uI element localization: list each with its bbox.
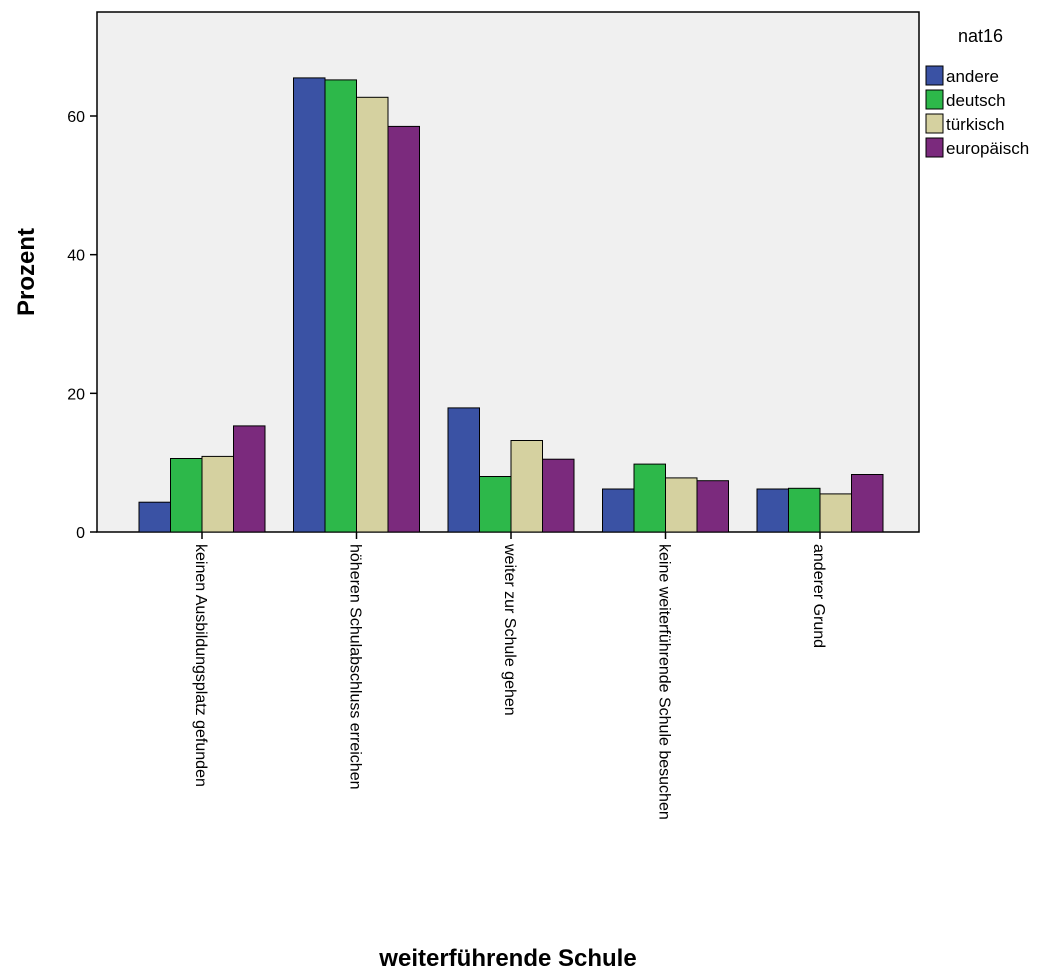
y-tick-label-0: 0: [76, 525, 85, 542]
y-tick-label-3: 60: [67, 109, 85, 126]
bar-1-1: [324, 79, 357, 533]
bar-3-0: [602, 488, 635, 533]
x-tick-label-4: anderer Grund: [810, 544, 827, 648]
bar-0-3: [233, 425, 266, 533]
bars-group: [138, 77, 884, 533]
legend-title: nat16: [958, 26, 1003, 46]
bar-1-3: [387, 125, 420, 533]
x-tick-label-2: weiter zur Schule gehen: [501, 543, 518, 716]
legend-label-0: andere: [946, 67, 999, 86]
bar-2-1: [479, 476, 512, 533]
bar-1-0: [293, 77, 326, 533]
y-axis-title: Prozent: [13, 228, 40, 316]
y-tick-label-2: 40: [67, 248, 85, 265]
bar-1-2: [356, 96, 389, 533]
bar-4-3: [851, 474, 884, 533]
y-tick-label-1: 20: [67, 386, 85, 403]
bar-2-2: [510, 440, 543, 533]
plot-area: [96, 11, 920, 533]
legend-label-2: türkisch: [946, 115, 1005, 134]
legend-swatch-3: [925, 137, 944, 158]
bar-3-1: [633, 463, 666, 533]
legend-label-3: europäisch: [946, 139, 1029, 158]
bar-2-3: [542, 458, 575, 533]
legend-swatch-1: [925, 89, 944, 110]
y-axis: 0 20 40 60: [67, 109, 97, 542]
x-tick-label-1: höheren Schulabschluss erreichen: [347, 544, 364, 789]
bar-3-3: [696, 480, 729, 533]
x-axis: keinen Ausbildungsplatz gefunden höheren …: [192, 532, 827, 820]
bar-0-2: [201, 455, 234, 533]
bar-3-2: [665, 477, 698, 533]
bar-4-0: [756, 488, 789, 533]
legend-swatch-2: [925, 113, 944, 134]
legend-label-1: deutsch: [946, 91, 1006, 110]
x-axis-title: weiterführende Schule: [378, 945, 636, 972]
x-tick-label-3: keine weiterführende Schule besuchen: [656, 544, 673, 820]
bar-2-0: [447, 407, 480, 533]
bar-0-1: [170, 458, 203, 533]
bar-0-0: [138, 501, 171, 533]
bar-4-1: [788, 487, 821, 533]
legend-swatch-0: [925, 65, 944, 86]
bar-4-2: [819, 493, 852, 533]
legend: nat16 andere deutsch türkisch europäisch: [925, 26, 1029, 158]
x-tick-label-0: keinen Ausbildungsplatz gefunden: [192, 544, 209, 787]
